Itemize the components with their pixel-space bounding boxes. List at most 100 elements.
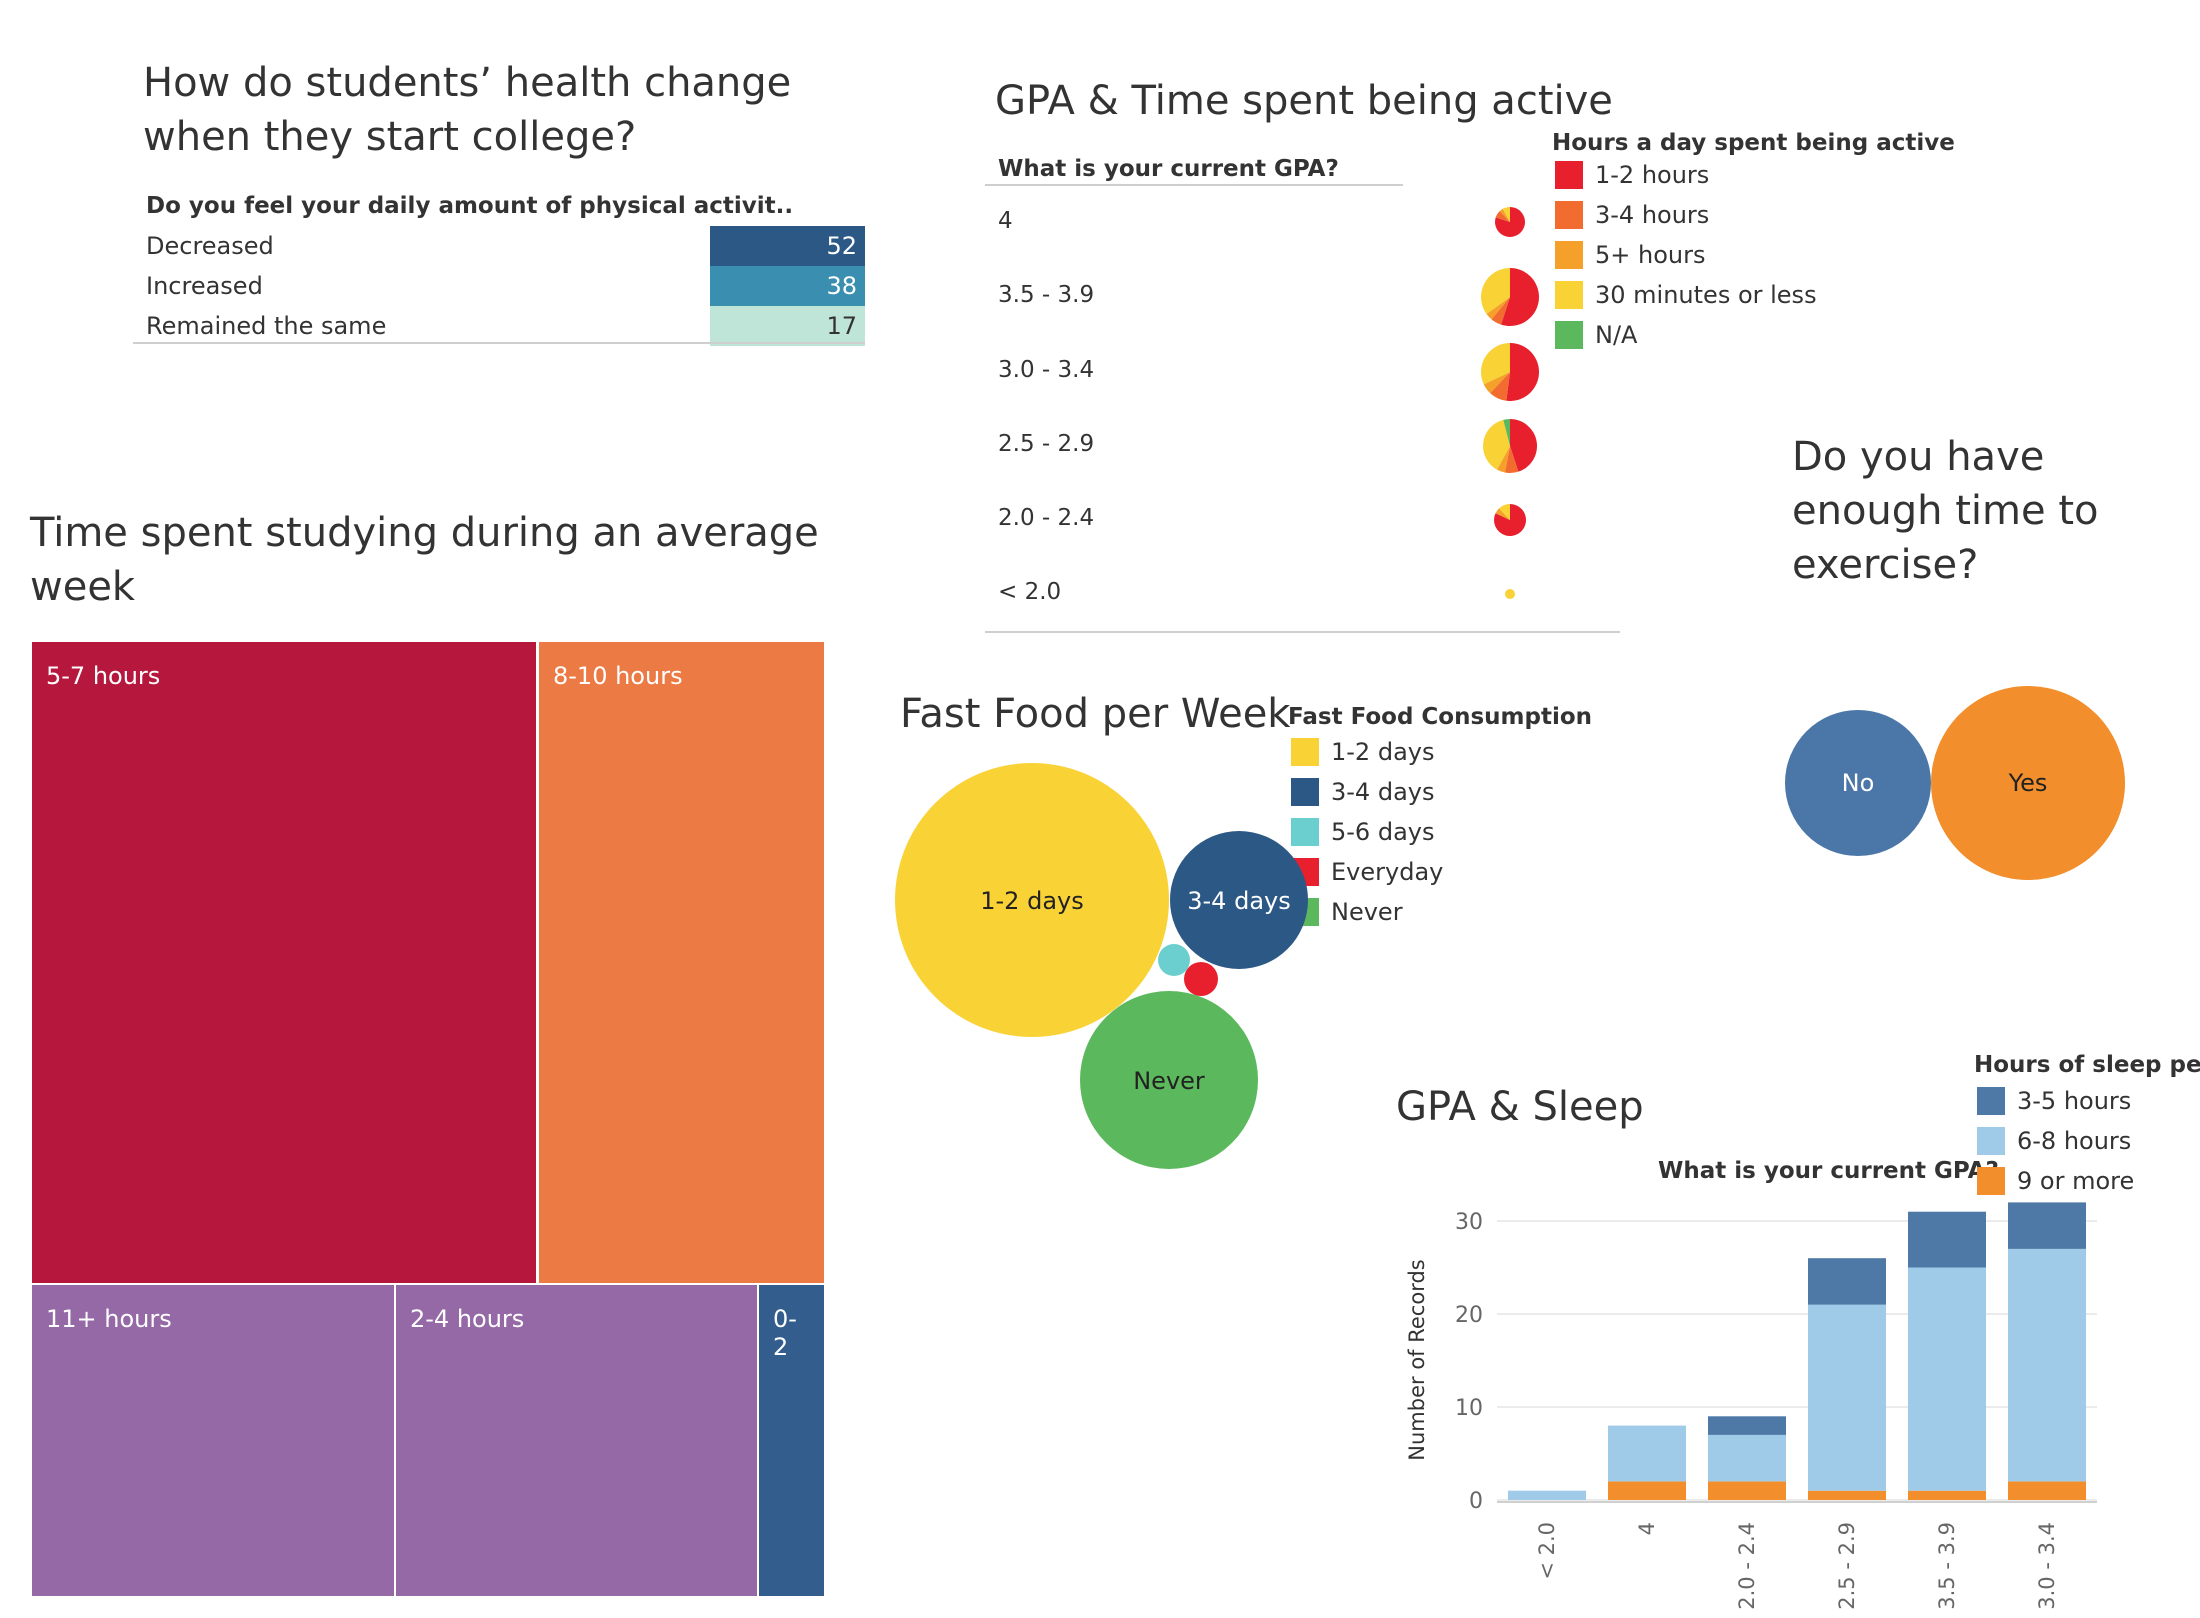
pie-slice [1504,446,1519,473]
legend-label: 3-4 days [1331,778,1435,806]
legend-item: 1-2 days [1291,738,1434,766]
active-row-label: 2.5 - 2.9 [998,431,1095,457]
bubble-5-6-days [1158,944,1190,976]
treemap-label: 2-4 hours [410,1305,525,1333]
studying-title: Time spent studying during an average we… [30,510,819,610]
active-bottom-divider [985,631,1620,633]
legend-swatch [1555,161,1583,189]
y-tick-label: 30 [1455,1210,1483,1235]
pie-slice [1510,419,1538,472]
bar-segment [2008,1481,2086,1500]
legend-label: 6-8 hours [2017,1127,2132,1155]
legend-swatch [1291,818,1319,846]
legend-item: 5-6 days [1291,818,1434,846]
legend-label: 3-4 hours [1595,201,1710,229]
active-row-label: 3.0 - 3.4 [998,357,1095,383]
bubble-3-4-days [1170,831,1308,969]
active-pie-column [1481,207,1539,599]
active-row-label: 4 [998,208,1013,234]
y-tick-label: 0 [1469,1489,1483,1514]
exercise-no-label: No [1842,769,1875,797]
bubble-label-1-2-days: 1-2 days [980,887,1083,915]
bar-segment [1708,1416,1786,1435]
pie-slice [1491,297,1510,325]
legend-swatch [1977,1167,2005,1195]
legend-swatch [1555,201,1583,229]
pie-slice [1501,268,1539,326]
pie-slice [1506,343,1539,401]
health-row: Remained the same 17 [135,306,865,346]
pie-slice [1483,372,1510,394]
sleep-bar-chart: 0 10 20 30 Number of Records < 2.0 4 2.0 - 2.4 2… [1405,1202,2097,1610]
exercise-yes-label: Yes [2008,769,2048,797]
bubble-1-2-days [895,763,1169,1037]
health-row: Decreased 52 [135,226,865,266]
legend-label: Everyday [1331,858,1444,886]
health-row-value: 38 [710,266,865,306]
legend-item: 5+ hours [1555,241,1705,269]
active-legend-title: Hours a day spent being active [1552,130,1955,156]
bar-segment [1908,1267,1986,1491]
active-row-label: 3.5 - 3.9 [998,282,1095,308]
sleep-subtitle: What is your current GPA? [1658,1158,1999,1184]
pie-slice [1486,297,1510,320]
pie-slice [1499,504,1510,520]
bubble-never [1080,991,1258,1169]
fastfood-legend-title: Fast Food Consumption [1288,704,1593,730]
fastfood-title: Fast Food per Week [900,691,1291,737]
legend-item: N/A [1555,321,1637,349]
legend-item: 3-4 days [1291,778,1434,806]
bar-segment [1808,1490,1886,1500]
x-tick-label: 2.5 - 2.9 [1835,1522,1859,1610]
health-title: How do students’ health change when they… [143,60,792,160]
pie-slice [1495,508,1510,520]
treemap-label: 8-10 hours [553,662,683,690]
exercise-no-bubble [1785,710,1931,856]
legend-label: 5+ hours [1595,241,1706,269]
active-header-divider [985,184,1403,186]
legend-swatch [1977,1087,2005,1115]
fastfood-bubbles: 1-2 days 3-4 days Never [895,763,1308,1169]
treemap-cell-5-7-hours: 5-7 hours [30,640,538,1285]
bar-segment [2008,1248,2086,1482]
pie-slice [1503,419,1510,446]
bar-segment [1908,1211,1986,1268]
health-row: Increased 38 [135,266,865,306]
legend-swatch [1555,241,1583,269]
legend-label: 9 or more [2017,1167,2135,1195]
treemap-cell-0-2: 0-2 [757,1283,826,1598]
legend-label: 1-2 days [1331,738,1435,766]
bar-segment [1808,1258,1886,1305]
legend-label: 1-2 hours [1595,161,1710,189]
exercise-bubbles: No Yes [1785,686,2125,880]
y-axis-title: Number of Records [1405,1259,1429,1460]
treemap-cell-11-plus-hours: 11+ hours [30,1283,396,1598]
health-row-label: Decreased [146,232,274,260]
x-tick-label: 3.0 - 3.4 [2035,1522,2059,1610]
treemap-cell-8-10-hours: 8-10 hours [537,640,826,1285]
active-title: GPA & Time spent being active [995,78,1613,124]
sleep-legend-title: Hours of sleep per ni [1974,1052,2200,1078]
active-column-header: What is your current GPA? [998,156,1339,182]
bar-segment [1608,1425,1686,1482]
health-row-label: Remained the same [146,312,387,340]
legend-label: Never [1331,898,1403,926]
bar-segment [1608,1481,1686,1500]
treemap-label: 0-2 [773,1305,797,1361]
treemap-label: 11+ hours [46,1305,172,1333]
active-row-label: < 2.0 [998,579,1062,605]
legend-item: 6-8 hours [1977,1127,2131,1155]
health-row-label: Increased [146,272,263,300]
legend-label: 3-5 hours [2017,1087,2132,1115]
pie-slice [1481,343,1510,385]
bar-segment [1908,1490,1986,1500]
pie-slice [1481,268,1510,315]
legend-swatch [1555,321,1583,349]
pie-slice [1490,372,1510,401]
exercise-title: Do you have enough time to exercise? [1792,434,2099,588]
pie-slice [1499,208,1510,222]
y-tick-label: 20 [1455,1303,1483,1328]
legend-item: 1-2 hours [1555,161,1709,189]
legend-label: 5-6 days [1331,818,1435,846]
exercise-yes-bubble [1931,686,2125,880]
